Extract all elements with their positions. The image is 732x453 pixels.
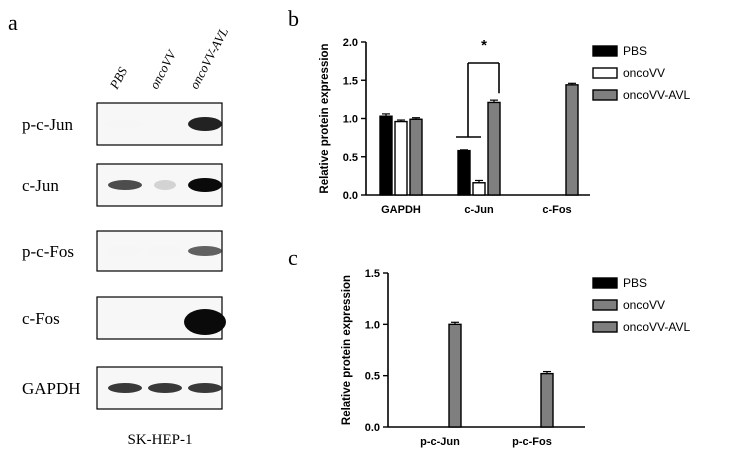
- significance-mark: *: [481, 37, 487, 54]
- legend-swatch: [592, 299, 618, 311]
- blot-band: [188, 246, 222, 256]
- y-tick-label: 1.5: [365, 268, 380, 280]
- legend-label: oncoVV: [623, 298, 665, 312]
- y-axis-label: Relative protein expression: [341, 275, 353, 425]
- y-tick-label: 0.5: [365, 371, 380, 383]
- x-tick-label: p-c-Fos: [512, 436, 552, 448]
- y-tick-label: 2.0: [343, 37, 358, 49]
- panel-a: a PBS oncoVV oncoVV-AVL p-c-Jun c-Jun p-c-Fo…: [8, 10, 231, 448]
- x-tick-label: c-Jun: [464, 204, 494, 216]
- lane-labels: PBS oncoVV oncoVV-AVL: [106, 25, 231, 92]
- blot-band: [188, 178, 222, 192]
- blot-band: [188, 117, 222, 131]
- x-tick-label: GAPDH: [381, 204, 421, 216]
- legend-label: oncoVV: [623, 66, 665, 80]
- blot-band: [148, 246, 182, 256]
- x-tick-label: c-Fos: [542, 204, 571, 216]
- y-tick-label: 1.0: [343, 114, 358, 126]
- chart-b: 0.0 0.5 1.0 1.5 2.0 Relative protein expressi…: [319, 37, 690, 216]
- chart-c: 0.0 0.5 1.0 1.5 Relative protein expression p…: [341, 268, 690, 448]
- blot-label: c-Fos: [22, 309, 60, 328]
- y-tick-label: 0.5: [343, 152, 358, 164]
- panel-a-label: a: [8, 10, 18, 35]
- blot-band: [108, 383, 142, 393]
- bar: [472, 182, 486, 196]
- panel-c-label: c: [288, 245, 298, 270]
- y-tick-label: 0.0: [343, 190, 358, 202]
- blot-band: [154, 180, 176, 190]
- bar: [394, 120, 408, 196]
- blot-band: [184, 309, 226, 335]
- blot-band: [108, 246, 142, 256]
- legend-swatch: [592, 89, 618, 101]
- y-axis-label: Relative protein expression: [319, 43, 331, 193]
- blot-label: p-c-Jun: [22, 115, 73, 134]
- blot-band: [188, 383, 222, 393]
- blot-rows: p-c-Jun c-Jun p-c-Fos c-Fos GAPDH: [22, 102, 226, 410]
- bar: [487, 101, 501, 196]
- y-tick-label: 0.0: [365, 422, 380, 434]
- lane-label: oncoVV: [146, 46, 180, 91]
- blot-band: [148, 383, 182, 393]
- bar: [379, 115, 393, 196]
- legend-label: PBS: [623, 276, 647, 290]
- panel-c: c 0.0 0.5 1.0 1.5 Relative protein expressio…: [288, 245, 690, 448]
- panel-b-label: b: [288, 6, 299, 31]
- cell-line-label: SK-HEP-1: [127, 432, 192, 448]
- legend-label: oncoVV-AVL: [623, 88, 690, 102]
- bar: [565, 84, 579, 196]
- x-tick-label: p-c-Jun: [420, 436, 460, 448]
- blot-band: [108, 180, 142, 190]
- blot-label: p-c-Fos: [22, 242, 74, 261]
- blot-label: GAPDH: [22, 379, 81, 398]
- bar: [457, 149, 471, 196]
- blot-band: [108, 119, 142, 129]
- legend-swatch: [592, 321, 618, 333]
- bar: [540, 372, 554, 428]
- bar: [409, 118, 423, 196]
- legend-label: PBS: [623, 44, 647, 58]
- lane-label: PBS: [106, 64, 130, 92]
- bar: [448, 323, 462, 428]
- lane-label: oncoVV-AVL: [186, 25, 231, 91]
- legend-swatch: [592, 45, 618, 57]
- y-tick-label: 1.5: [343, 75, 358, 87]
- legend-label: oncoVV-AVL: [623, 320, 690, 334]
- legend-swatch: [592, 67, 618, 79]
- panel-b: b 0.0 0.5 1.0 1.5 2.0 Relative protein expres…: [288, 6, 690, 216]
- legend-swatch: [592, 277, 618, 289]
- blot-label: c-Jun: [22, 176, 59, 195]
- y-tick-label: 1.0: [365, 319, 380, 331]
